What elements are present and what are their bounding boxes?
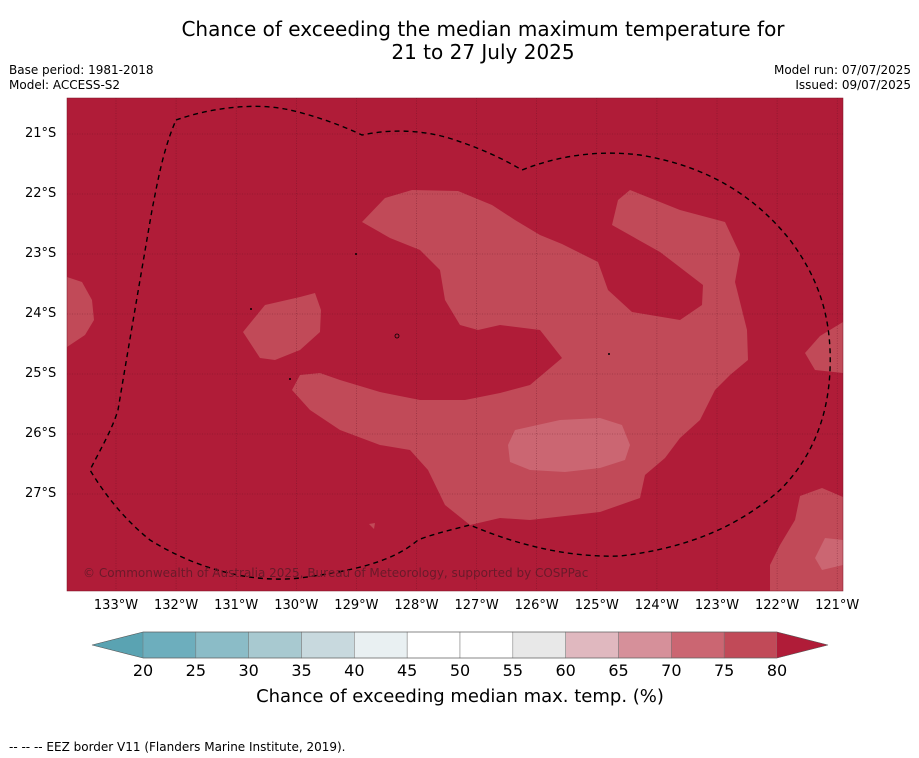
colorbar-cell	[248, 631, 302, 659]
longitude-label: 123°W	[694, 598, 740, 613]
colorbar-cell	[142, 631, 197, 659]
colorbar-cell	[459, 631, 514, 659]
colorbar-tick-label: 30	[238, 661, 259, 680]
island-marker	[394, 333, 400, 339]
latitude-label: 25°S	[25, 366, 57, 381]
meta-right: Model run: 07/07/2025 Issued: 09/07/2025	[774, 63, 911, 93]
meta-left: Base period: 1981-2018 Model: ACCESS-S2	[9, 63, 154, 93]
colorbar-tick-label: 20	[132, 661, 154, 680]
colorbar	[91, 631, 829, 659]
probability-region-west	[243, 293, 321, 360]
colorbar-tick-label: 45	[396, 661, 418, 680]
probability-region-core-se	[815, 538, 843, 570]
colorbar-cell	[354, 631, 408, 659]
colorbar-low-extension	[92, 632, 143, 658]
longitude-label: 126°W	[514, 598, 559, 613]
island-marker	[289, 378, 291, 380]
longitude-label: 131°W	[214, 598, 259, 613]
longitude-label: 133°W	[93, 598, 139, 613]
colorbar-tick-label: 50	[449, 661, 471, 680]
colorbar-cell	[512, 631, 566, 659]
longitude-label: 132°W	[154, 598, 199, 613]
colorbar-tick-label: 40	[344, 661, 365, 680]
issued-date: Issued: 09/07/2025	[795, 78, 911, 92]
longitude-label: 128°W	[394, 598, 439, 613]
colorbar-outline	[91, 631, 829, 659]
colorbar-cell	[618, 631, 672, 659]
colorbar-cell	[671, 631, 725, 659]
longitude-label: 122°W	[755, 598, 800, 613]
longitude-label: 121°W	[815, 598, 860, 613]
colorbar-tick-label: 60	[555, 661, 576, 680]
colorbar-tick-label: 35	[291, 661, 312, 680]
eez-footnote: -- -- -- EEZ border V11 (Flanders Marine…	[9, 740, 346, 754]
colorbar-tick-label: 25	[185, 661, 206, 680]
longitude-label: 125°W	[574, 598, 619, 613]
model-name: Model: ACCESS-S2	[9, 78, 121, 92]
colorbar-title: Chance of exceeding median max. temp. (%…	[256, 686, 664, 707]
longitude-label: 124°W	[634, 598, 679, 613]
island-marker	[355, 253, 357, 255]
colorbar-tick-label: 70	[661, 661, 682, 680]
probability-region-edge-left	[67, 277, 94, 347]
island-marker	[250, 308, 252, 310]
latitude-label: 26°S	[25, 426, 57, 441]
island-marker	[608, 353, 610, 355]
longitude-label: 127°W	[454, 598, 499, 613]
title-line-1: Chance of exceeding the median maximum t…	[181, 17, 785, 41]
colorbar-cell	[195, 631, 249, 659]
title-line-2: 21 to 27 July 2025	[391, 40, 575, 64]
latitude-label: 24°S	[25, 306, 57, 321]
chart-title: Chance of exceeding the median maximum t…	[0, 18, 919, 64]
longitude-label: 129°W	[334, 598, 379, 613]
probability-region-core	[508, 418, 630, 472]
colorbar-tick-label: 75	[713, 661, 735, 680]
latitude-label: 27°S	[25, 486, 57, 501]
colorbar-cell	[723, 631, 778, 659]
colorbar-cell	[301, 631, 355, 659]
colorbar-high-extension	[777, 632, 828, 658]
island-marker	[369, 523, 375, 529]
model-run: Model run: 07/07/2025	[773, 63, 911, 77]
colorbar-cell	[406, 631, 461, 659]
colorbar-cell	[565, 631, 619, 659]
probability-region-edge-right	[805, 322, 843, 373]
latitude-label: 22°S	[25, 186, 57, 201]
copyright-notice: © Commonwealth of Australia 2025, Bureau…	[83, 566, 589, 580]
colorbar-tick-label: 80	[766, 661, 788, 680]
map-gridlines	[67, 98, 843, 591]
latitude-label: 21°S	[25, 126, 57, 141]
map-frame	[66, 97, 844, 592]
base-period: Base period: 1981-2018	[9, 63, 154, 77]
colorbar-tick-label: 65	[608, 661, 629, 680]
latitude-label: 23°S	[25, 246, 57, 261]
probability-region-large	[292, 190, 748, 525]
longitude-label: 130°W	[274, 598, 319, 613]
colorbar-tick-label: 55	[502, 661, 523, 680]
